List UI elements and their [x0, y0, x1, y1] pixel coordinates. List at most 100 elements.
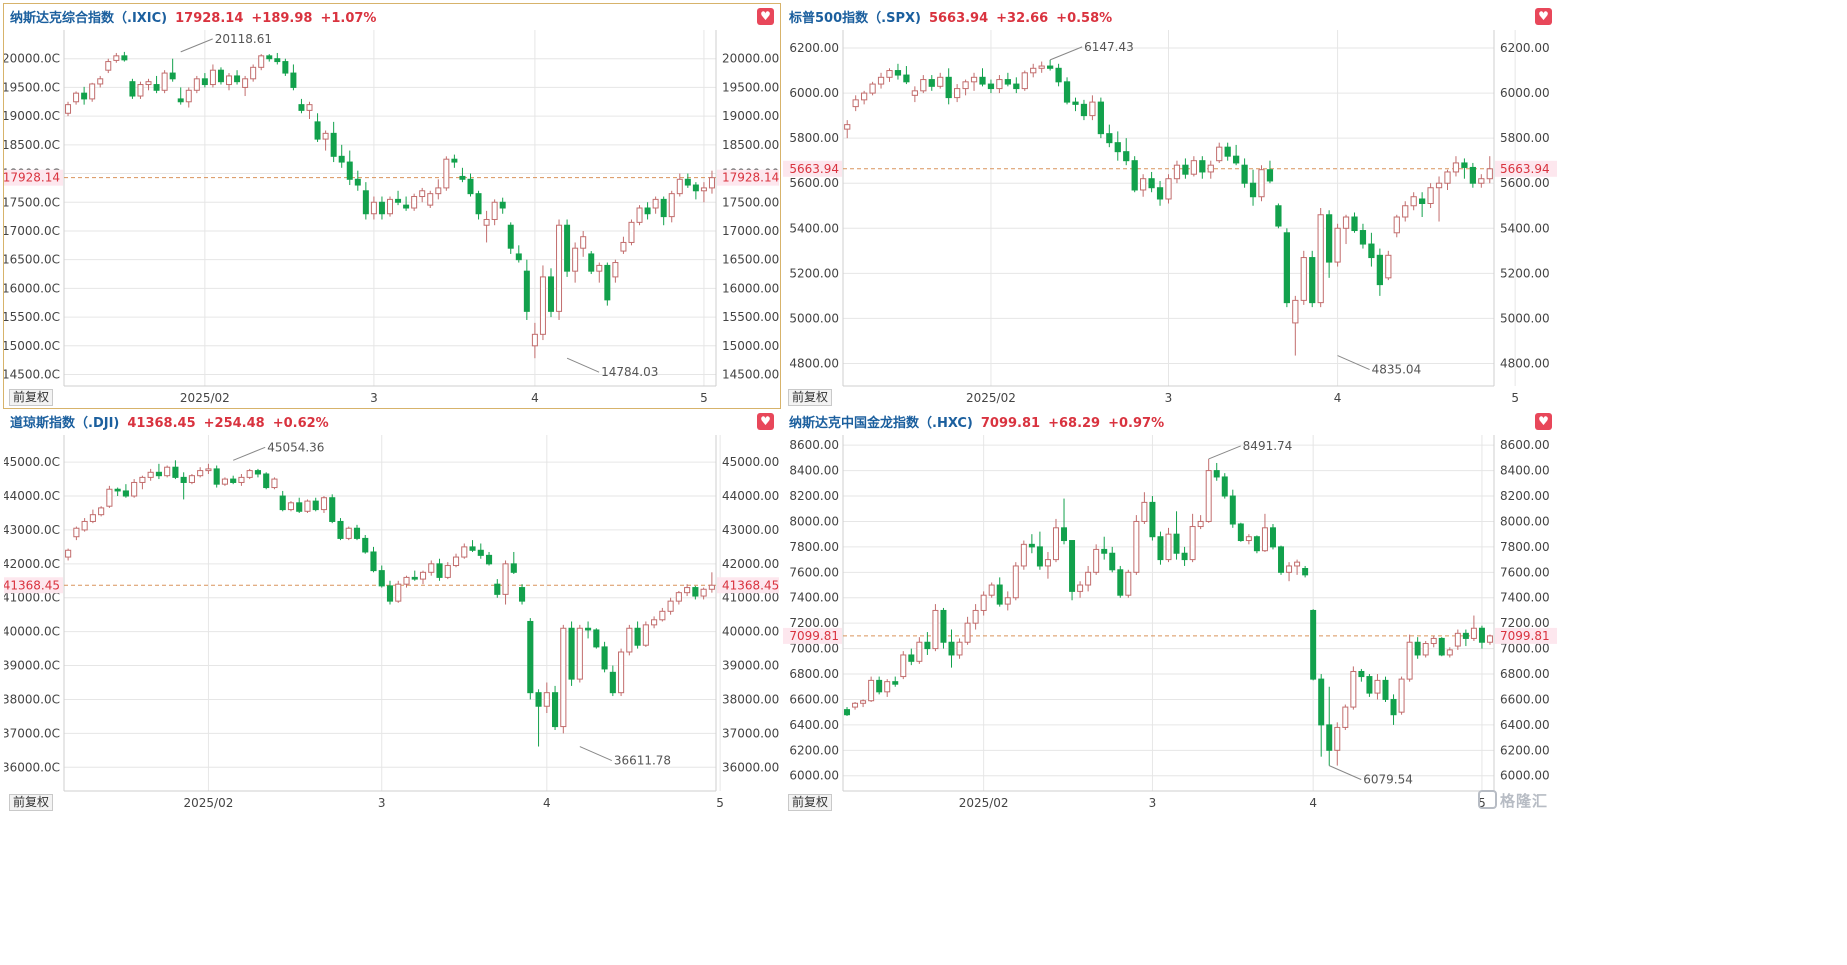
candle-body — [1141, 501, 1148, 522]
candle-body — [436, 563, 443, 578]
candle-body — [1077, 584, 1084, 592]
chart-panel-ixic[interactable]: 纳斯达克综合指数（.IXIC) 17928.14 +189.98 +1.07% ♥ 1… — [3, 3, 781, 409]
candle-body — [1318, 678, 1325, 726]
y-tick-label-right: 16500.00 — [722, 253, 779, 267]
favorite-heart-icon[interactable]: ♥ — [757, 413, 774, 430]
candle — [1249, 169, 1257, 206]
y-tick-label-left: 43000.0C — [4, 523, 60, 537]
candle — [122, 484, 129, 498]
y-tick-label-left: 5200.00 — [789, 266, 839, 280]
candle — [436, 558, 443, 581]
candle-body — [1462, 632, 1469, 639]
candle — [924, 632, 931, 655]
chart-panel-dji[interactable]: 道琼斯指数（.DJI) 41368.45 +254.48 +0.62% ♥ 36000… — [4, 409, 780, 813]
x-tick-label: 3 — [1165, 391, 1173, 405]
adjust-price-button[interactable]: 前复权 — [9, 794, 54, 811]
y-tick-label-left: 6200.00 — [789, 41, 839, 55]
candle-body — [1221, 476, 1228, 497]
candle-body — [1309, 257, 1316, 304]
candle-body — [217, 69, 224, 83]
y-tick-label-right: 16000.00 — [722, 281, 779, 295]
y-tick-label-left: 18500.0C — [4, 138, 60, 152]
y-tick-label-right: 7600.00 — [1500, 565, 1550, 579]
candle-body — [1334, 726, 1341, 751]
candle — [1342, 214, 1350, 245]
candle-body — [894, 70, 902, 76]
candle-body — [386, 585, 394, 602]
candle — [1350, 666, 1357, 710]
candlestick-chart[interactable]: 4800.00 4800.00 5000.00 5000.00 5200.00 5200.… — [783, 4, 1558, 408]
candle — [1221, 473, 1228, 499]
candle-body — [1156, 187, 1164, 200]
candle-body — [1133, 520, 1140, 573]
adjust-price-button[interactable]: 前复权 — [788, 389, 833, 406]
candle — [1390, 694, 1397, 725]
favorite-heart-icon[interactable]: ♥ — [757, 8, 774, 25]
candle-body — [1207, 164, 1214, 173]
candle — [1004, 72, 1011, 87]
candle-body — [1310, 609, 1317, 680]
favorite-heart-icon[interactable]: ♥ — [1535, 413, 1552, 430]
candle — [523, 259, 530, 320]
y-tick-label-right: 5600.00 — [1500, 176, 1550, 190]
panel-title: 纳斯达克中国金龙指数（.HXC) 7099.81 +68.29 +0.97% — [789, 412, 1164, 431]
candle-body — [618, 651, 625, 694]
candle — [604, 262, 611, 306]
candle-body — [378, 201, 385, 215]
candle-body — [970, 76, 978, 83]
candle — [1109, 546, 1116, 573]
candle-body — [510, 563, 517, 573]
favorite-heart-icon[interactable]: ♥ — [1535, 8, 1552, 25]
candle — [1229, 489, 1236, 528]
candle — [1030, 63, 1037, 78]
candle-body — [271, 478, 278, 489]
price-tag-right-label: 41368.45 — [722, 578, 779, 592]
candle — [378, 565, 385, 588]
candlestick-chart[interactable]: 36000.0C 36000.00 37000.0C 37000.00 38000.0C… — [4, 409, 780, 813]
chart-panel-hxc[interactable]: 纳斯达克中国金龙指数（.HXC) 7099.81 +68.29 +0.97% ♥ 60… — [783, 409, 1558, 813]
candle-body — [552, 692, 559, 728]
y-tick-label-right: 17500.00 — [722, 195, 779, 209]
candle-body — [1258, 169, 1265, 198]
y-tick-label-left: 19500.0C — [4, 80, 60, 94]
y-tick-label-right: 5400.00 — [1500, 221, 1550, 235]
candle-body — [948, 641, 955, 656]
candle — [1326, 686, 1333, 766]
candle-body — [1089, 101, 1096, 117]
candle-body — [428, 563, 435, 573]
candle — [193, 75, 200, 94]
candlestick-chart[interactable]: 14500.0C 14500.00 15000.0C 15000.00 15500.0C… — [4, 4, 780, 408]
candlestick-chart[interactable]: 6000.00 6000.00 6200.00 6200.00 6400.00 6400.… — [783, 409, 1558, 813]
price-tag-right-label: 7099.81 — [1500, 629, 1550, 643]
y-tick-label-left: 17500.0C — [4, 195, 60, 209]
candle-body — [188, 475, 195, 483]
candle-body — [452, 556, 460, 567]
candle-body — [1216, 146, 1223, 162]
price-tag-right — [1495, 627, 1557, 644]
candle — [1157, 531, 1164, 565]
candle-body — [1283, 232, 1290, 304]
candle-body — [892, 681, 899, 685]
adjust-price-button[interactable]: 前复权 — [9, 389, 54, 406]
candle — [1072, 97, 1079, 112]
chart-panel-spx[interactable]: 标普500指数（.SPX) 5663.94 +32.66 +0.58% ♥ 4800.… — [783, 4, 1558, 408]
candle — [948, 629, 955, 668]
y-tick-label-right: 8600.00 — [1500, 438, 1550, 452]
candle — [370, 196, 377, 220]
candle — [345, 526, 352, 541]
y-tick-label-right: 7000.00 — [1500, 642, 1550, 656]
panel-title: 标普500指数（.SPX) 5663.94 +32.66 +0.58% — [789, 7, 1112, 26]
candle — [1486, 156, 1493, 184]
candle — [1197, 515, 1204, 530]
candle — [188, 473, 195, 485]
candle-body — [1036, 546, 1043, 567]
candle-body — [972, 609, 979, 624]
adjust-price-button[interactable]: 前复权 — [788, 794, 833, 811]
low-value-label: 6079.54 — [1363, 773, 1413, 787]
candle-body — [137, 84, 144, 97]
y-tick-label-right: 43000.00 — [722, 523, 779, 537]
candle-body — [164, 466, 171, 477]
candle-body — [527, 620, 534, 694]
low-value-label: 36611.78 — [614, 754, 671, 768]
candle — [576, 624, 583, 683]
